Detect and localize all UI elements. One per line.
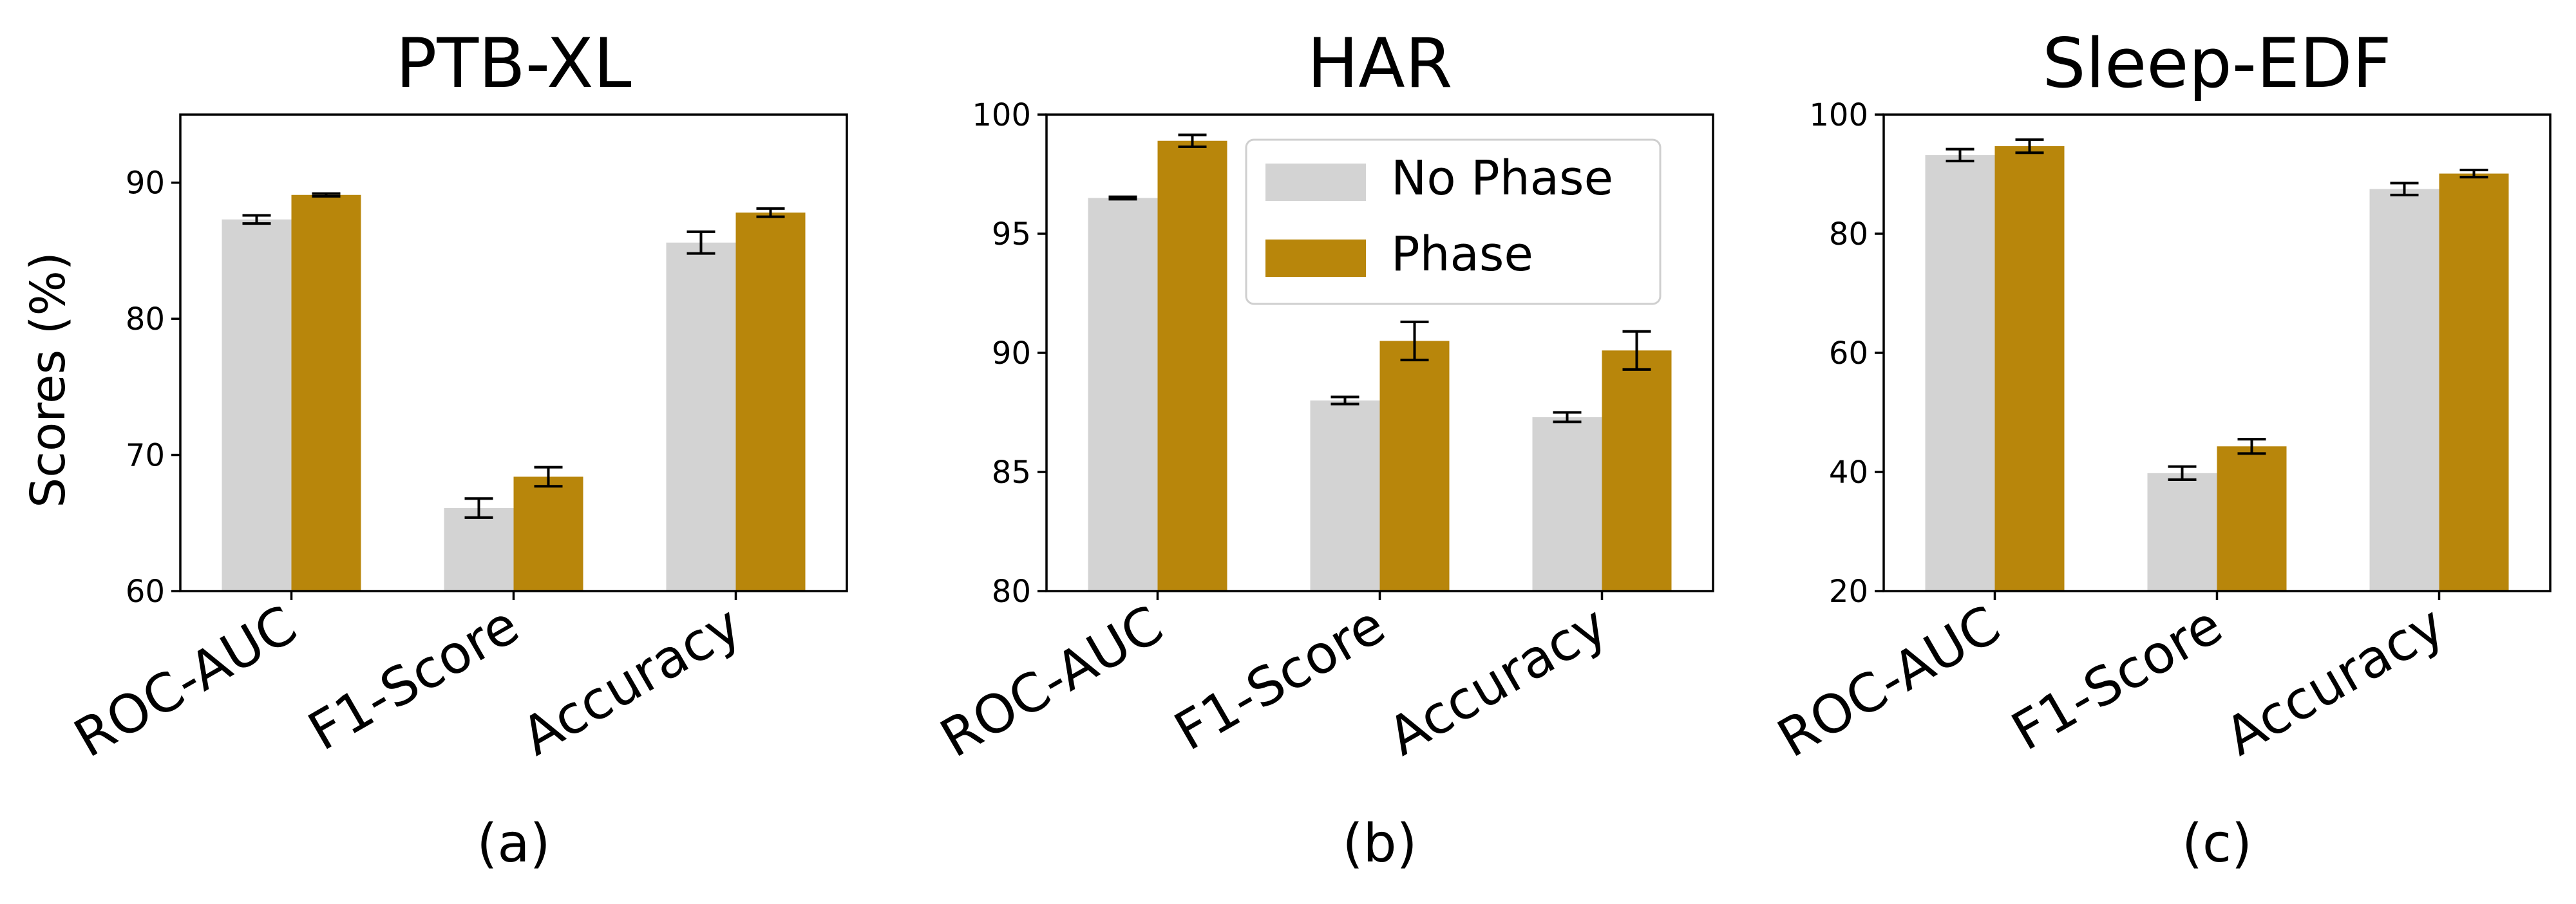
panel-label: (c): [2182, 813, 2252, 874]
y-tick-label: 85: [992, 455, 1031, 491]
y-tick-label: 100: [972, 97, 1031, 133]
error-bar: [464, 497, 493, 519]
error-bar: [1331, 395, 1359, 406]
bar: [2217, 446, 2287, 591]
y-tick-label: 80: [992, 574, 1031, 610]
bar: [1532, 417, 1602, 591]
y-axis-label: Scores (%): [21, 252, 76, 507]
bar: [1088, 198, 1158, 591]
panel-label: (b): [1342, 813, 1417, 874]
error-bar: [2168, 465, 2197, 482]
bar: [735, 212, 806, 591]
chart-panel-3: Sleep-EDF 20 40 60 80 100 ROC-AUCF1-ScoreAccur…: [1768, 24, 2552, 874]
error-bar: [1946, 147, 1975, 163]
bar: [513, 476, 583, 591]
legend-label: Phase: [1391, 227, 1533, 282]
x-tick-label: Accuracy: [1378, 594, 1618, 767]
x-tick-label: F1-Score: [298, 594, 529, 763]
error-bar: [1108, 195, 1137, 201]
error-bar: [2015, 138, 2044, 155]
error-bar: [534, 466, 563, 488]
x-tick-label: Accuracy: [512, 594, 752, 767]
chart-title: HAR: [1307, 24, 1453, 103]
chart-title: Sleep-EDF: [2042, 24, 2391, 103]
error-bar: [1622, 330, 1651, 371]
error-bar: [2390, 182, 2419, 196]
y-tick-label: 80: [126, 301, 165, 337]
error-bar: [687, 230, 715, 255]
bar: [1602, 350, 1672, 591]
bar: [2439, 173, 2509, 591]
bar: [666, 242, 736, 591]
y-tick-label: 60: [1829, 335, 1868, 372]
bar: [444, 508, 514, 591]
bar: [1994, 146, 2065, 591]
error-bar: [1178, 133, 1207, 148]
y-tick-label: 20: [1829, 574, 1868, 610]
x-tick-label: Accuracy: [2215, 594, 2455, 767]
legend-swatch: [1265, 164, 1366, 201]
x-tick-label: ROC-AUC: [1768, 594, 2011, 769]
error-bar: [756, 207, 785, 218]
bar: [1157, 140, 1227, 591]
legend-swatch: [1265, 240, 1366, 277]
bar: [1310, 400, 1380, 591]
y-tick-label: 100: [1809, 97, 1868, 133]
legend-label: No Phase: [1391, 151, 1613, 206]
y-tick-label: 90: [126, 165, 165, 202]
error-bar: [2459, 169, 2488, 179]
y-tick-label: 90: [992, 335, 1031, 372]
error-bar: [242, 214, 271, 225]
error-bar: [1400, 320, 1429, 362]
bar: [2147, 473, 2217, 591]
bar: [2369, 189, 2439, 591]
bar: [1379, 341, 1450, 591]
x-tick-label: ROC-AUC: [64, 594, 307, 769]
bar: [291, 194, 361, 591]
error-bar: [1553, 411, 1582, 424]
bar: [222, 219, 292, 591]
chart-title: PTB-XL: [395, 24, 631, 103]
legend: No Phase Phase: [1245, 138, 1662, 305]
y-tick-label: 70: [126, 438, 165, 474]
y-tick-label: 80: [1829, 216, 1868, 252]
y-tick-label: 60: [126, 574, 165, 610]
x-tick-label: F1-Score: [1164, 594, 1395, 763]
x-tick-label: ROC-AUC: [931, 594, 1173, 769]
bar: [1925, 155, 1995, 591]
y-tick-label: 40: [1829, 455, 1868, 491]
panel-label: (a): [477, 813, 550, 874]
y-tick-label: 95: [992, 216, 1031, 252]
x-tick-label: F1-Score: [2002, 594, 2232, 763]
error-bar: [2237, 438, 2266, 455]
error-bar: [312, 192, 341, 198]
